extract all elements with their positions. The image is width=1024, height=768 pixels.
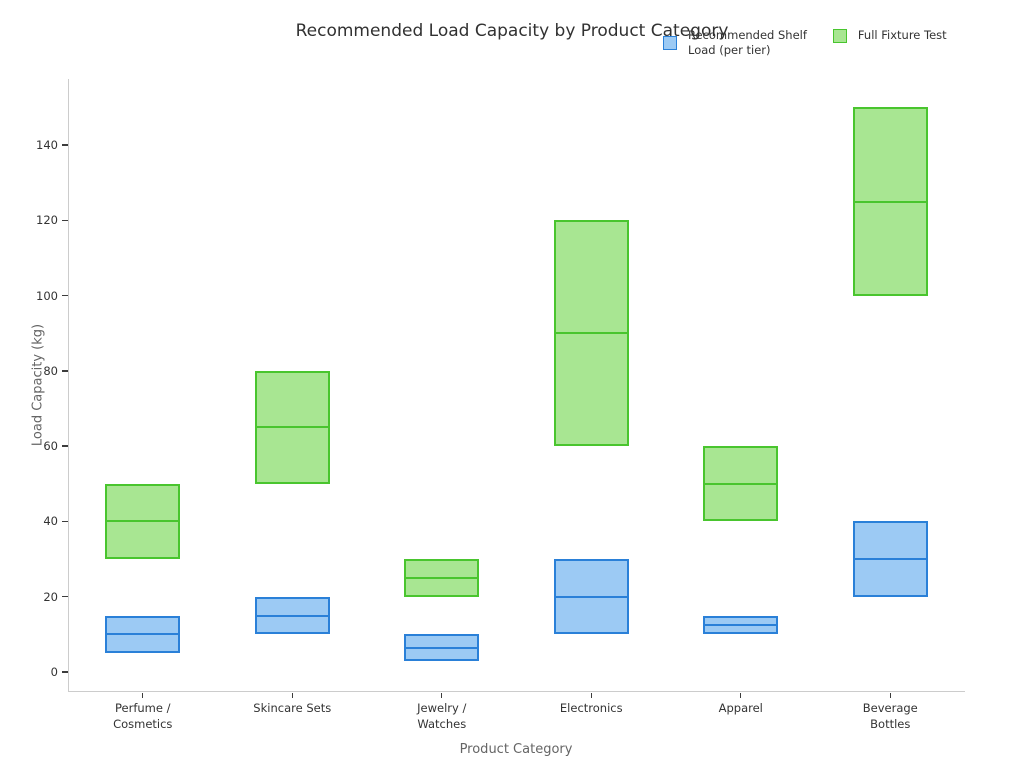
range-box-midline	[404, 646, 480, 649]
legend-label: Full Fixture Test	[857, 28, 947, 42]
x-tick-mark	[889, 693, 891, 698]
legend-entry: Recommended Shelf Load (per tier)	[663, 28, 807, 58]
legend-label: Recommended Shelf Load (per tier)	[688, 28, 807, 57]
range-box-midline	[105, 520, 181, 523]
y-tick-mark	[62, 219, 68, 221]
y-tick-label: 20	[43, 589, 58, 604]
y-tick-label: 0	[50, 665, 58, 679]
category-label: Apparel	[718, 701, 763, 715]
range-box-midline	[553, 332, 629, 335]
y-tick-mark	[62, 370, 68, 372]
category-label: Beverage Bottles	[862, 701, 918, 731]
range-box-midline	[852, 558, 928, 561]
legend: Recommended Shelf Load (per tier) Full Fi…	[663, 28, 947, 58]
x-tick-mark	[291, 693, 293, 698]
legend-entry: Full Fixture Test	[832, 28, 947, 43]
category-label: Jewelry / Watches	[417, 701, 467, 731]
y-tick-mark	[62, 671, 68, 673]
legend-swatch-icon	[663, 36, 677, 50]
plot-area	[68, 79, 965, 692]
range-box-midline	[254, 426, 330, 429]
y-axis-label: Load Capacity (kg)	[30, 323, 46, 447]
y-tick-mark	[62, 294, 68, 297]
y-tick-label: 60	[43, 439, 58, 454]
category-label: Electronics	[559, 701, 623, 715]
range-box-midline	[553, 595, 629, 598]
range-box-midline	[404, 576, 480, 579]
y-tick-label: 100	[36, 288, 58, 303]
range-box-midline	[105, 633, 181, 636]
y-tick-label: 140	[36, 138, 58, 153]
x-tick-mark	[590, 693, 592, 698]
y-tick-mark	[62, 520, 68, 523]
x-axis-label: Product Category	[459, 742, 573, 757]
x-tick-mark	[142, 693, 144, 698]
y-tick-mark	[62, 596, 68, 598]
range-box-midline	[254, 614, 330, 617]
range-box-midline	[703, 623, 779, 626]
y-tick-mark	[62, 445, 68, 447]
x-tick-mark	[441, 693, 443, 698]
y-tick-label: 80	[43, 363, 58, 378]
category-label: Perfume / Cosmetics	[113, 701, 173, 731]
legend-swatch-icon	[832, 28, 847, 43]
category-label: Skincare Sets	[253, 701, 332, 715]
x-tick-mark	[740, 693, 742, 698]
y-tick-mark	[62, 144, 68, 146]
chart-title: Recommended Load Capacity by Product Cat…	[295, 21, 729, 41]
range-box-midline	[852, 200, 928, 203]
range-box-midline	[703, 482, 779, 485]
y-tick-label: 40	[43, 514, 58, 529]
y-tick-label: 120	[36, 213, 58, 228]
